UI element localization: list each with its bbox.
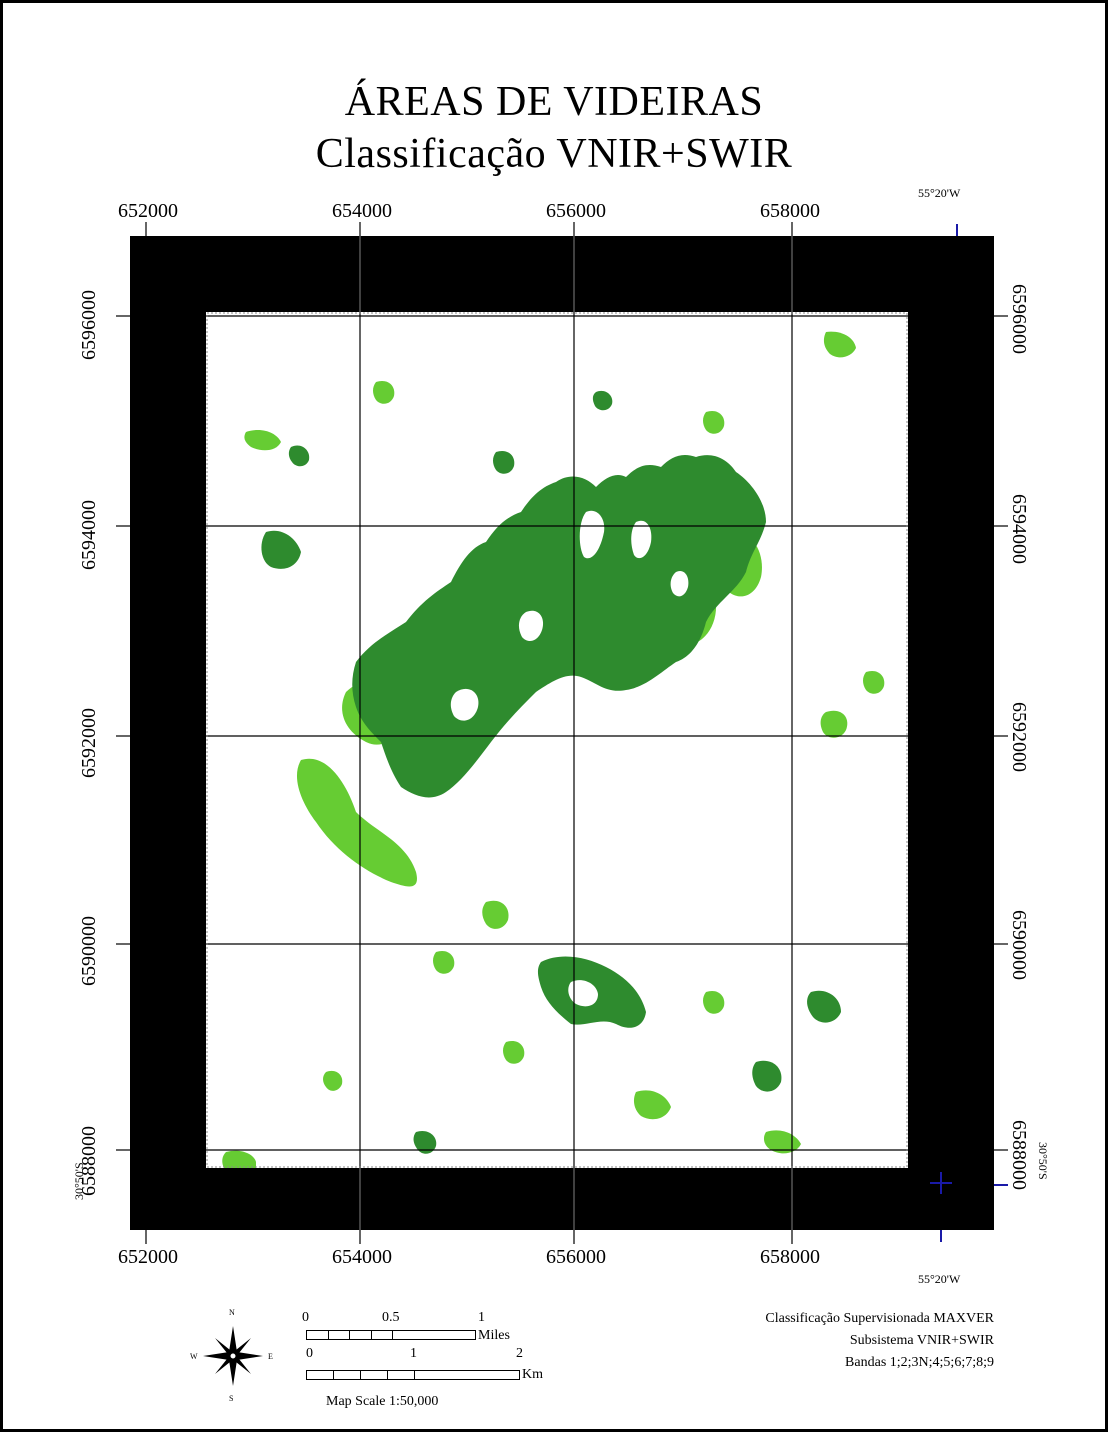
map-subtitle: Classificação VNIR+SWIR [315, 131, 793, 177]
classification-info: Classificação Supervisionada MAXVER Subs… [765, 1308, 994, 1374]
easting-bottom-4: 658000 [760, 1246, 820, 1268]
miles-unit: Miles [478, 1328, 510, 1343]
miles-label-05: 0.5 [382, 1310, 400, 1325]
utm-grid [206, 312, 908, 1168]
corner-tick-bottom [940, 1230, 942, 1242]
compass-w: W [190, 1352, 198, 1361]
corner-cross-h [930, 1182, 952, 1184]
info-method: Classificação Supervisionada MAXVER [765, 1311, 994, 1326]
compass-s: S [229, 1394, 234, 1403]
km-label-0: 0 [306, 1346, 313, 1361]
km-label-1: 1 [410, 1346, 417, 1361]
classified-map [206, 312, 908, 1168]
north-arrow-icon [203, 1326, 263, 1386]
km-scale-bar [306, 1370, 520, 1380]
compass-n: N [229, 1308, 235, 1317]
corner-tick-right [994, 1184, 1008, 1186]
easting-top-1: 652000 [118, 200, 178, 222]
info-bands: Bandas 1;2;3N;4;5;6;7;8;9 [845, 1355, 994, 1370]
km-unit: Km [522, 1367, 543, 1382]
easting-top-2: 654000 [332, 200, 392, 222]
easting-top-3: 656000 [546, 200, 606, 222]
classification-raster [206, 312, 908, 1168]
compass-e: E [268, 1352, 273, 1361]
easting-bottom-1: 652000 [118, 1246, 178, 1268]
miles-scale-bar [306, 1330, 476, 1340]
corner-tick-top [956, 224, 958, 236]
easting-bottom-3: 656000 [546, 1246, 606, 1268]
vineyard-light-southwest [296, 758, 417, 887]
km-label-2: 2 [516, 1346, 523, 1361]
easting-top-4: 658000 [760, 200, 820, 222]
easting-bottom-2: 654000 [332, 1246, 392, 1268]
miles-label-0: 0 [302, 1310, 309, 1325]
info-subsystem: Subsistema VNIR+SWIR [849, 1333, 994, 1348]
miles-label-1: 1 [478, 1310, 485, 1325]
longitude-bottom: 55°20'W [918, 1272, 961, 1286]
map-title: ÁREAS DE VIDEIRAS [344, 79, 764, 125]
map-scale-text: Map Scale 1:50,000 [326, 1394, 439, 1409]
longitude-top: 55°20'W [918, 186, 961, 200]
